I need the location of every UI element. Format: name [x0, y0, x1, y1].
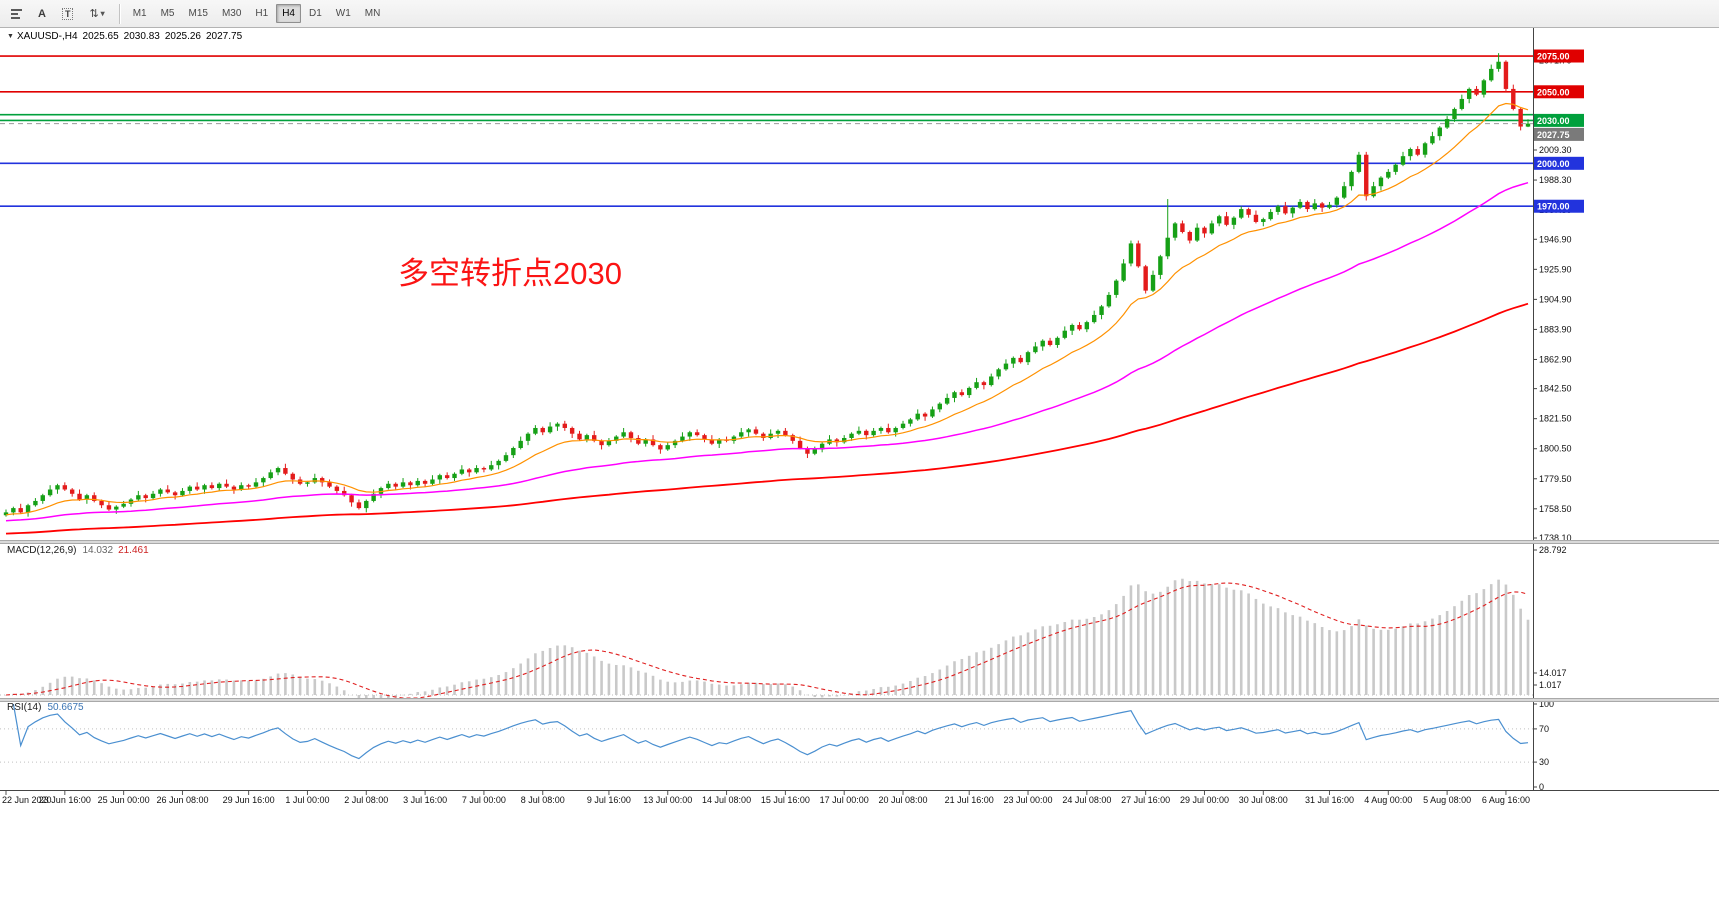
- toolbar-separator: [118, 3, 120, 24]
- svg-text:28.792: 28.792: [1539, 545, 1567, 555]
- svg-text:0: 0: [1539, 782, 1544, 792]
- svg-text:27 Jul 16:00: 27 Jul 16:00: [1121, 795, 1170, 805]
- arrows-icon: ⇅: [89, 8, 99, 20]
- timeframe-m1[interactable]: M1: [127, 4, 153, 23]
- svg-text:1904.90: 1904.90: [1539, 294, 1572, 304]
- svg-text:6 Aug 16:00: 6 Aug 16:00: [1482, 795, 1530, 805]
- svg-text:3 Jul 16:00: 3 Jul 16:00: [403, 795, 447, 805]
- svg-text:7 Jul 00:00: 7 Jul 00:00: [462, 795, 506, 805]
- rsi-pane[interactable]: [0, 701, 1533, 789]
- svg-text:2075.00: 2075.00: [1537, 52, 1570, 62]
- svg-text:1758.50: 1758.50: [1539, 504, 1572, 514]
- svg-text:1842.50: 1842.50: [1539, 384, 1572, 394]
- svg-text:2027.75: 2027.75: [1537, 130, 1570, 140]
- svg-text:1738.10: 1738.10: [1539, 533, 1572, 543]
- macd-signal-value: 21.461: [118, 545, 149, 556]
- main-price-pane[interactable]: [0, 28, 1533, 541]
- timeframe-d1[interactable]: D1: [303, 4, 328, 23]
- ohlc-close: 2027.75: [205, 31, 243, 42]
- arrow-tools-button[interactable]: ⇅ ▾: [82, 3, 111, 24]
- text-frame-icon: T: [61, 7, 74, 20]
- svg-text:29 Jul 00:00: 29 Jul 00:00: [1180, 795, 1229, 805]
- svg-text:26 Jun 08:00: 26 Jun 08:00: [156, 795, 208, 805]
- svg-text:14 Jul 08:00: 14 Jul 08:00: [702, 795, 751, 805]
- text-a-icon: A: [38, 7, 46, 20]
- timeframe-h1[interactable]: H1: [249, 4, 274, 23]
- svg-text:29 Jun 16:00: 29 Jun 16:00: [223, 795, 275, 805]
- macd-main-value: 14.032: [82, 545, 114, 556]
- time-axis[interactable]: [0, 791, 1719, 812]
- svg-text:2009.30: 2009.30: [1539, 145, 1572, 155]
- text-label-tool-button[interactable]: T: [55, 3, 81, 24]
- text-tool-button[interactable]: A: [31, 3, 53, 24]
- svg-text:1821.50: 1821.50: [1539, 414, 1572, 424]
- svg-text:1970.00: 1970.00: [1537, 202, 1570, 212]
- svg-text:5 Aug 08:00: 5 Aug 08:00: [1423, 795, 1471, 805]
- svg-text:13 Jul 00:00: 13 Jul 00:00: [643, 795, 692, 805]
- svg-text:17 Jul 00:00: 17 Jul 00:00: [820, 795, 869, 805]
- toolbar: A T ⇅ ▾ M1 M5 M15 M30 H1 H4 D1 W1 MN: [0, 0, 1719, 28]
- svg-text:2000.00: 2000.00: [1537, 159, 1570, 169]
- svg-text:9 Jul 16:00: 9 Jul 16:00: [587, 795, 631, 805]
- svg-text:1988.30: 1988.30: [1539, 175, 1572, 185]
- svg-text:23 Jul 00:00: 23 Jul 00:00: [1003, 795, 1052, 805]
- svg-text:1862.90: 1862.90: [1539, 354, 1572, 364]
- svg-text:1925.90: 1925.90: [1539, 264, 1572, 274]
- macd-name: MACD(12,26,9): [7, 545, 77, 556]
- svg-text:22 Jun 2020: 22 Jun 2020: [2, 795, 52, 805]
- svg-text:70: 70: [1539, 724, 1549, 734]
- timeframe-m30[interactable]: M30: [216, 4, 247, 23]
- rsi-label: RSI(14) 50.6675: [7, 702, 84, 713]
- svg-text:24 Jul 08:00: 24 Jul 08:00: [1062, 795, 1111, 805]
- svg-text:21 Jul 16:00: 21 Jul 16:00: [945, 795, 994, 805]
- chinese-annotation: 多空转折点2030: [398, 256, 622, 291]
- chart-header: ▼ XAUUSD-,H4 2025.65 2030.83 2025.26 2027.75: [7, 31, 247, 42]
- ohlc-low: 2025.26: [164, 31, 201, 42]
- svg-text:1883.90: 1883.90: [1539, 324, 1572, 334]
- price-axis[interactable]: [1533, 28, 1719, 790]
- svg-text:1 Jul 00:00: 1 Jul 00:00: [285, 795, 329, 805]
- svg-text:31 Jul 16:00: 31 Jul 16:00: [1305, 795, 1354, 805]
- svg-text:8 Jul 08:00: 8 Jul 08:00: [521, 795, 565, 805]
- svg-text:25 Jun 00:00: 25 Jun 00:00: [98, 795, 150, 805]
- svg-text:2 Jul 08:00: 2 Jul 08:00: [344, 795, 388, 805]
- pane-splitter-rsi[interactable]: [0, 698, 1719, 702]
- svg-text:15 Jul 16:00: 15 Jul 16:00: [761, 795, 810, 805]
- svg-text:23 Jun 16:00: 23 Jun 16:00: [39, 795, 91, 805]
- svg-text:30: 30: [1539, 757, 1549, 767]
- symbol-period-label: XAUUSD-,H4: [16, 31, 78, 42]
- svg-text:1946.90: 1946.90: [1539, 234, 1572, 244]
- svg-text:2050.00: 2050.00: [1537, 87, 1570, 97]
- macd-pane[interactable]: [0, 544, 1533, 698]
- macd-label: MACD(12,26,9) 14.032 21.461: [7, 545, 149, 556]
- svg-text:4 Aug 00:00: 4 Aug 00:00: [1364, 795, 1412, 805]
- timeframe-m5[interactable]: M5: [155, 4, 181, 23]
- svg-text:14.017: 14.017: [1539, 668, 1567, 678]
- timeframe-m15[interactable]: M15: [183, 4, 214, 23]
- dropdown-caret-icon: ▾: [100, 9, 105, 18]
- bar-chart-icon: [11, 8, 22, 19]
- svg-text:1.017: 1.017: [1539, 680, 1562, 690]
- svg-text:100: 100: [1539, 699, 1554, 709]
- svg-text:1779.50: 1779.50: [1539, 474, 1572, 484]
- timeframe-mn[interactable]: MN: [359, 4, 387, 23]
- rsi-name: RSI(14): [7, 702, 42, 713]
- svg-text:20 Jul 08:00: 20 Jul 08:00: [879, 795, 928, 805]
- ohlc-high: 2030.83: [123, 31, 160, 42]
- rsi-value: 50.6675: [47, 702, 84, 713]
- svg-text:1800.50: 1800.50: [1539, 444, 1572, 454]
- timeframe-w1[interactable]: W1: [330, 4, 357, 23]
- svg-text:2030.00: 2030.00: [1537, 116, 1570, 126]
- ohlc-open: 2025.65: [82, 31, 119, 42]
- chart-tools-button[interactable]: [4, 3, 29, 24]
- svg-text:30 Jul 08:00: 30 Jul 08:00: [1239, 795, 1288, 805]
- pane-splitter-macd[interactable]: [0, 540, 1719, 544]
- collapse-triangle-icon: ▼: [7, 33, 14, 40]
- timeframe-h4[interactable]: H4: [276, 4, 301, 23]
